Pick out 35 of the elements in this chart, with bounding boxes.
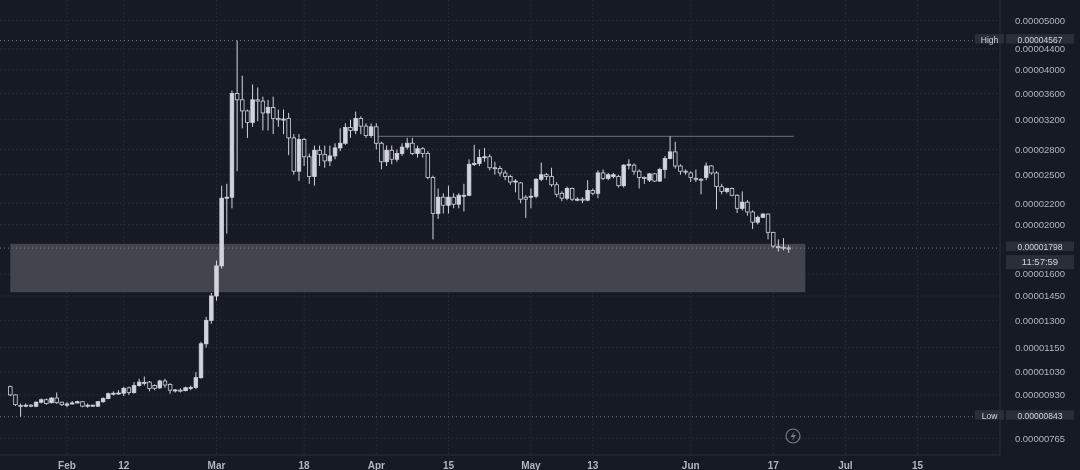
x-tick-label: Jul — [838, 459, 853, 470]
candlestick — [693, 168, 699, 183]
annotation: High — [980, 34, 999, 45]
text: 11:57:59 — [1021, 256, 1059, 268]
x-tick-label: 15 — [442, 459, 455, 470]
y-tick-label: 0.00005000 — [1014, 14, 1066, 26]
x-tick-label: 12 — [118, 459, 130, 470]
ref-line-label: 0.00000843 — [1017, 411, 1063, 422]
y-tick-label: 0.00003600 — [1014, 87, 1066, 99]
y-tick-label: 0.00001450 — [1014, 290, 1066, 302]
y-tick-label: 0.00000930 — [1014, 389, 1066, 401]
annotation: Low — [981, 411, 999, 422]
x-tick-label: Apr — [367, 459, 385, 470]
x-tick-label: 18 — [298, 459, 311, 470]
ref-line-label: 0.00001798 — [1017, 242, 1063, 253]
x-tick-label: Jun — [681, 459, 700, 470]
y-tick-label: 0.00004000 — [1014, 64, 1066, 76]
y-tick-label: 0.00002200 — [1014, 197, 1066, 209]
x-tick-label: Feb — [58, 459, 76, 470]
y-tick-label: 0.00001600 — [1014, 268, 1066, 280]
y-tick-label: 0.00003200 — [1014, 114, 1066, 126]
y-tick-label: 0.00002800 — [1014, 143, 1066, 155]
y-tick-label: 0.00001300 — [1014, 314, 1066, 326]
x-tick-label: 15 — [911, 459, 924, 470]
y-tick-label: 0.00001030 — [1014, 366, 1066, 378]
ref-line-label: 0.00004567 — [1017, 34, 1063, 45]
x-tick-label: May — [521, 459, 542, 470]
x-tick-label: Mar — [207, 459, 226, 470]
x-tick-label: 13 — [587, 459, 599, 470]
y-tick-label: 0.00001150 — [1015, 341, 1065, 353]
y-tick-label: 0.00002500 — [1014, 169, 1066, 181]
y-tick-label: 0.00004400 — [1014, 43, 1066, 55]
x-tick-label: 17 — [767, 459, 780, 470]
y-tick-label: 0.00000765 — [1014, 432, 1066, 444]
y-tick-label: 0.00002000 — [1014, 218, 1066, 230]
